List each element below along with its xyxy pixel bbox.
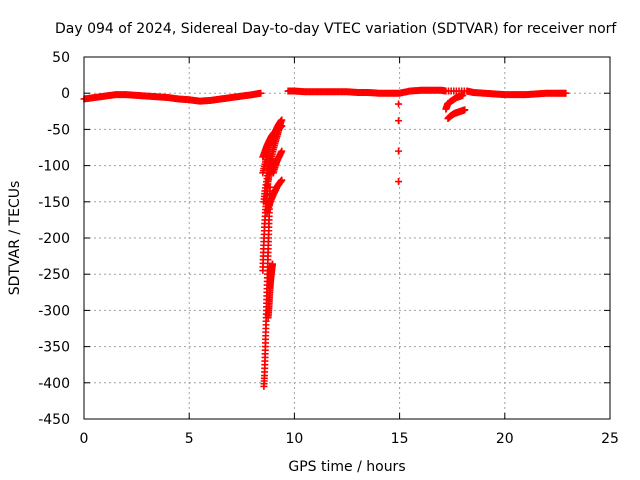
data-point xyxy=(459,91,467,99)
data-point xyxy=(395,117,403,125)
x-tick-label: 0 xyxy=(80,431,89,447)
data-point xyxy=(444,99,452,107)
data-point xyxy=(395,147,403,155)
grid-lines xyxy=(84,57,610,419)
y-tick-label: 50 xyxy=(52,50,70,66)
data-point xyxy=(278,147,286,155)
y-tick-label: -250 xyxy=(38,267,70,283)
y-tick-label: -350 xyxy=(38,340,70,356)
data-points xyxy=(80,86,570,390)
x-tick-label: 15 xyxy=(391,431,409,447)
data-point xyxy=(278,176,286,184)
data-point xyxy=(395,178,403,186)
data-point xyxy=(269,260,277,268)
y-axis-label: SDTVAR / TECUs xyxy=(7,181,23,296)
y-tick-label: -400 xyxy=(38,376,70,392)
data-point xyxy=(461,106,469,114)
x-tick-label: 5 xyxy=(185,431,194,447)
x-tick-label: 20 xyxy=(496,431,514,447)
data-point xyxy=(395,100,403,108)
y-tick-label: 0 xyxy=(61,86,70,102)
y-tick-label: -450 xyxy=(38,412,70,428)
y-tick-label: -150 xyxy=(38,195,70,211)
data-point xyxy=(562,89,570,97)
x-tick-label: 10 xyxy=(285,431,303,447)
y-tick-label: -100 xyxy=(38,159,70,175)
chart-title: Day 094 of 2024, Sidereal Day-to-day VTE… xyxy=(55,21,617,37)
y-tick-label: -300 xyxy=(38,303,70,319)
axis-ticks xyxy=(83,56,611,420)
x-tick-label: 25 xyxy=(601,431,619,447)
data-point xyxy=(278,122,286,130)
y-tick-label: -50 xyxy=(47,122,70,138)
data-point xyxy=(257,89,265,97)
y-tick-label: -200 xyxy=(38,231,70,247)
x-axis-label: GPS time / hours xyxy=(288,459,405,475)
axis-tick-labels: 0 5 10 15 20 25 50 0 -50 -100 -150 -200 -250 -300 -350… xyxy=(38,50,619,447)
